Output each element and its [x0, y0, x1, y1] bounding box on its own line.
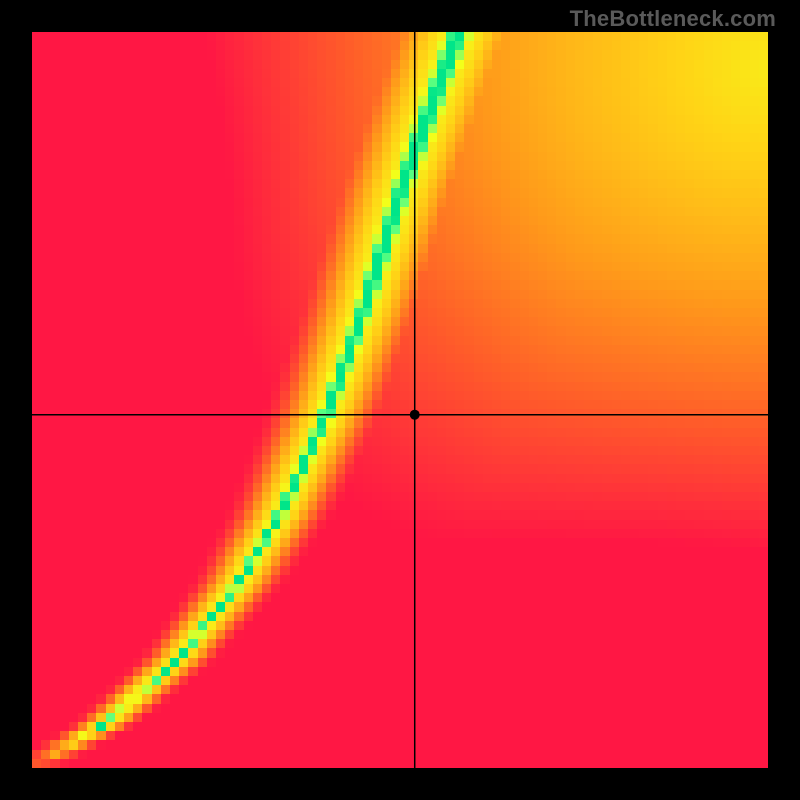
chart-container: { "watermark": { "text": "TheBottleneck.…: [0, 0, 800, 800]
watermark-label: TheBottleneck.com: [570, 6, 776, 32]
bottleneck-heatmap: [32, 32, 768, 768]
